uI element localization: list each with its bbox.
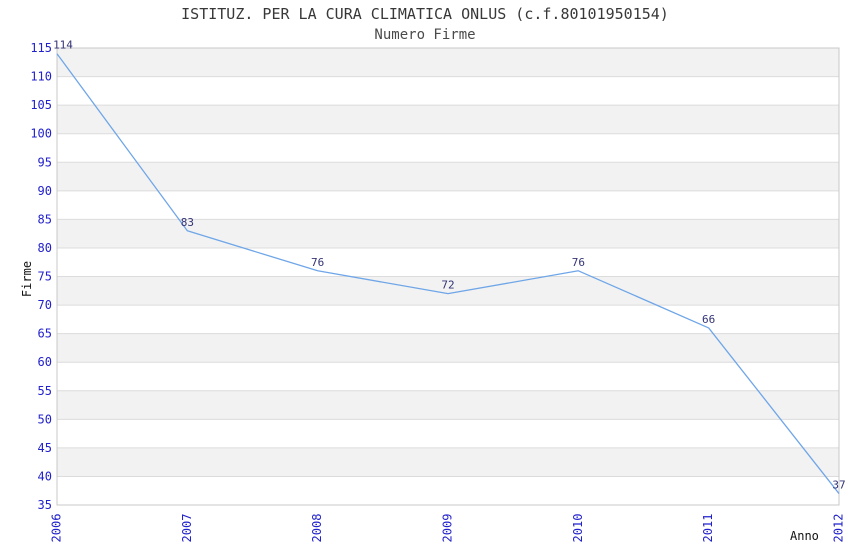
x-tick-label: 2011: [701, 514, 715, 543]
chart-title: ISTITUZ. PER LA CURA CLIMATICA ONLUS (c.…: [181, 5, 669, 23]
plot-band: [57, 219, 839, 248]
x-tick-label: 2008: [310, 514, 324, 543]
y-tick-label: 60: [38, 355, 52, 369]
data-point-label: 83: [181, 216, 194, 229]
plot-band: [57, 48, 839, 77]
x-tick-label: 2007: [180, 514, 194, 543]
data-point-label: 72: [441, 279, 454, 292]
y-tick-label: 50: [38, 412, 52, 426]
plot-band: [57, 276, 839, 306]
y-tick-label: 80: [38, 241, 52, 255]
x-tick-label: 2012: [832, 514, 846, 543]
y-tick-label: 95: [38, 155, 52, 169]
y-tick-label: 35: [38, 498, 52, 512]
plot-border: [56, 47, 840, 506]
y-tick-label: 65: [38, 327, 52, 341]
x-tick-label: 2010: [571, 514, 585, 543]
y-tick-label: 105: [30, 98, 52, 112]
plot-band: [57, 333, 839, 363]
x-tick-label: 2006: [50, 514, 64, 543]
y-tick-label: 40: [38, 469, 52, 483]
data-point-label: 66: [702, 313, 715, 326]
data-line: [56, 53, 840, 494]
plot-band: [57, 162, 839, 191]
data-point-label: 76: [311, 256, 324, 269]
y-tick-label: 75: [38, 270, 52, 284]
data-point-label: 114: [53, 39, 73, 52]
y-tick-label: 100: [30, 127, 52, 141]
data-point-label: 37: [832, 479, 845, 492]
chart-subtitle: Numero Firme: [374, 27, 476, 43]
plot-band: [57, 105, 839, 134]
y-tick-label: 55: [38, 384, 52, 398]
y-tick-label: 115: [30, 41, 52, 55]
y-tick-label: 70: [38, 298, 52, 312]
y-tick-label: 90: [38, 184, 52, 198]
y-tick-label: 85: [38, 212, 52, 226]
plot-band: [57, 390, 839, 420]
plot-band: [57, 447, 839, 477]
y-tick-label: 45: [38, 441, 52, 455]
x-axis-title: Anno: [790, 529, 819, 543]
data-point-label: 76: [572, 256, 585, 269]
y-tick-label: 110: [30, 70, 52, 84]
x-tick-label: 2009: [441, 514, 455, 543]
